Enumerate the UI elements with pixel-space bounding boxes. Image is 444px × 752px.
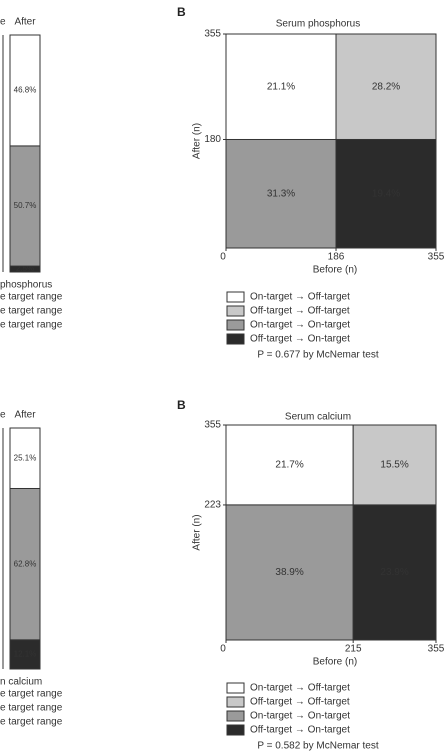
x-tick-label: After bbox=[14, 17, 36, 28]
panel-label: B bbox=[177, 398, 186, 412]
subtitle: n calcium bbox=[0, 677, 42, 688]
chart-title: Serum calcium bbox=[285, 412, 351, 423]
x-tick-label: 355 bbox=[428, 644, 444, 655]
legend-label: e target range bbox=[0, 703, 63, 714]
x-tick-label: e bbox=[0, 17, 6, 28]
x-tick-label: 0 bbox=[220, 252, 226, 263]
x-tick-label: 0 bbox=[220, 644, 226, 655]
legend-label: e target range bbox=[0, 717, 63, 728]
bar-segment bbox=[9, 487, 41, 641]
x-axis-label: Before (n) bbox=[313, 265, 357, 276]
x-tick-label: 355 bbox=[428, 252, 444, 263]
legend-label: e target range bbox=[0, 320, 63, 331]
bar-segment bbox=[9, 145, 41, 267]
legend-label: On-target → Off-target bbox=[250, 683, 350, 694]
legend-label: Off-target → Off-target bbox=[250, 697, 350, 708]
mosaic-cell bbox=[225, 424, 354, 506]
mosaic-cell bbox=[335, 138, 437, 249]
mosaic-cell bbox=[225, 138, 337, 249]
legend-label: Off-target → On-target bbox=[250, 725, 350, 736]
y-tick-label: 180 bbox=[204, 134, 221, 145]
legend-swatch bbox=[226, 333, 245, 345]
legend-label: On-target → Off-target bbox=[250, 292, 350, 303]
y-axis-label: After (n) bbox=[192, 123, 203, 159]
value-label: 46.8% bbox=[14, 86, 37, 95]
mosaic-cell bbox=[352, 504, 437, 641]
value-label: 62.8% bbox=[14, 559, 37, 568]
y-tick-label: 355 bbox=[204, 29, 221, 40]
legend-swatch bbox=[226, 710, 245, 722]
chart-title: Serum phosphorus bbox=[276, 19, 361, 30]
legend-swatch bbox=[226, 682, 245, 694]
mosaic-cell bbox=[225, 33, 337, 140]
panel-label: B bbox=[177, 5, 186, 19]
bar-segment bbox=[9, 427, 41, 489]
x-axis-label: Before (n) bbox=[313, 657, 357, 668]
mosaic-cell bbox=[335, 33, 437, 140]
legend-swatch bbox=[226, 696, 245, 708]
x-tick-label: e bbox=[0, 410, 6, 421]
legend-label: e target range bbox=[0, 292, 63, 303]
value-label: 25.1% bbox=[14, 453, 37, 462]
legend-label: Off-target → On-target bbox=[250, 334, 350, 345]
value-label: 38.9% bbox=[275, 567, 303, 578]
legend-label: e target range bbox=[0, 689, 63, 700]
value-label: 21.7% bbox=[275, 460, 303, 471]
legend-swatch bbox=[226, 291, 245, 303]
value-label: 21.1% bbox=[267, 81, 295, 92]
mosaic-cell bbox=[352, 424, 437, 506]
value-label: 2.5% bbox=[16, 264, 34, 273]
legend-label: e target range bbox=[0, 306, 63, 317]
value-label: 12.1% bbox=[14, 650, 37, 659]
legend-label: On-target → On-target bbox=[250, 320, 350, 331]
legend-swatch bbox=[226, 319, 245, 331]
value-label: 31.3% bbox=[267, 188, 295, 199]
bar-segment bbox=[9, 34, 41, 147]
legend-swatch bbox=[226, 305, 245, 317]
value-label: 28.2% bbox=[372, 81, 400, 92]
note: P = 0.582 by McNemar test bbox=[257, 741, 378, 752]
value-label: 23.9% bbox=[380, 567, 408, 578]
y-tick-label: 223 bbox=[204, 500, 221, 511]
x-tick-label: After bbox=[14, 410, 36, 421]
value-label: 15.5% bbox=[380, 460, 408, 471]
legend-swatch bbox=[226, 724, 245, 736]
y-tick-label: 355 bbox=[204, 420, 221, 431]
legend-label: On-target → On-target bbox=[250, 711, 350, 722]
note: P = 0.677 by McNemar test bbox=[257, 350, 378, 361]
value-label: 19.4% bbox=[372, 188, 400, 199]
legend-label: Off-target → Off-target bbox=[250, 306, 350, 317]
value-label: 50.7% bbox=[14, 201, 37, 210]
subtitle: phosphorus bbox=[0, 280, 52, 291]
x-tick-label: 186 bbox=[328, 252, 345, 263]
x-tick-label: 215 bbox=[345, 644, 362, 655]
y-axis-label: After (n) bbox=[192, 514, 203, 550]
